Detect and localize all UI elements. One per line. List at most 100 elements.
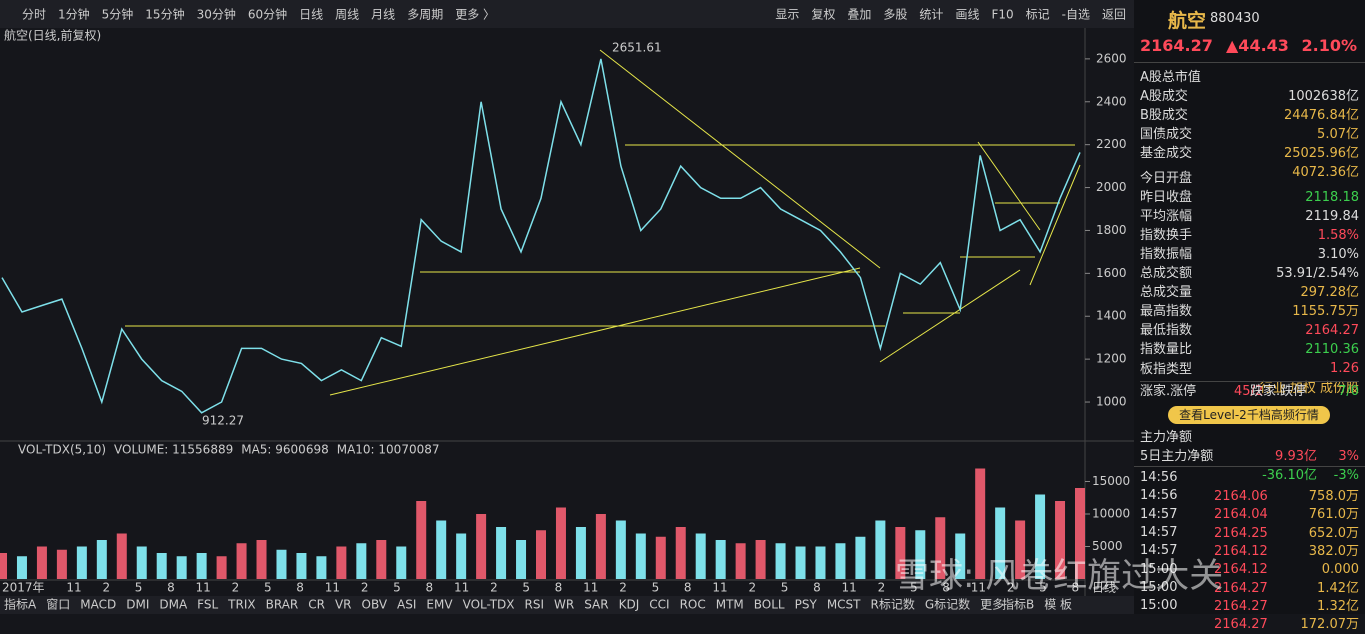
toolbar-item[interactable]: 60分钟	[248, 7, 287, 22]
tab[interactable]: DMI	[126, 598, 149, 612]
toolbar-item[interactable]: 标记	[1026, 8, 1050, 22]
tab[interactable]: 指标B	[1002, 597, 1034, 612]
quote-code: 880430	[1210, 11, 1260, 26]
y-tick-label: 2400	[1096, 94, 1127, 108]
x-tick-label: 8	[684, 581, 692, 595]
tab[interactable]: FSL	[197, 598, 218, 612]
volume-bar	[136, 546, 147, 579]
trade-volume: 1.32亿	[1317, 598, 1359, 614]
toolbar-item[interactable]: F10	[991, 8, 1013, 22]
volume-bar	[296, 553, 307, 579]
volume-legend: VOL-TDX(5,10)	[18, 443, 106, 457]
tab[interactable]: RSI	[525, 598, 545, 612]
volume-bar	[635, 533, 646, 579]
toolbar-item[interactable]: 月线	[371, 8, 395, 22]
trade-price: 2164.27	[1214, 598, 1268, 614]
stat-label: B股成交	[1140, 108, 1188, 124]
stat-label: 总成交量	[1140, 285, 1193, 301]
tab[interactable]: 指标A	[4, 597, 37, 612]
toolbar-item[interactable]: 分时	[22, 8, 46, 22]
tab[interactable]: CR	[308, 598, 325, 612]
tab[interactable]: VOL-TDX	[463, 598, 515, 612]
toolbar-item[interactable]: 复权	[811, 8, 835, 22]
x-tick-label: 8	[296, 581, 304, 595]
toolbar-item[interactable]: -自选	[1062, 8, 1090, 22]
stat-value: 3.10%	[1317, 246, 1359, 262]
tab[interactable]: VR	[335, 598, 352, 612]
toolbar-item[interactable]: 叠加	[847, 8, 871, 22]
tab[interactable]: KDJ	[619, 598, 640, 612]
tab[interactable]: EMV	[426, 598, 453, 612]
tab[interactable]: WR	[554, 598, 574, 612]
tab[interactable]: 更多	[980, 598, 1004, 612]
tab[interactable]: BOLL	[754, 598, 785, 612]
toolbar-item[interactable]: 显示	[775, 8, 799, 22]
toolbar-item[interactable]: 1分钟	[58, 7, 90, 22]
y-tick-label: 1400	[1096, 309, 1127, 323]
toolbar-item[interactable]: 统计	[919, 8, 943, 22]
tab[interactable]: G标记数	[925, 597, 970, 612]
trade-row: 14:57 2164.12 382.0万	[1140, 523, 1359, 559]
x-tick-label: 11	[842, 581, 857, 595]
toolbar-item[interactable]: 周线	[335, 8, 359, 22]
x-tick-label: 8	[425, 581, 433, 595]
volume-bar	[116, 533, 127, 579]
tab[interactable]: BRAR	[266, 598, 299, 612]
tab[interactable]: ROC	[680, 598, 706, 612]
toolbar-item[interactable]: 30分钟	[197, 7, 236, 22]
stat-value: 24476.84亿	[1283, 108, 1359, 124]
tab[interactable]: R标记数	[871, 597, 915, 612]
trade-row: 15:00 2164.27 1.42亿	[1140, 560, 1359, 596]
toolbar-item[interactable]: 返回	[1102, 8, 1126, 22]
x-tick-label: 11	[196, 581, 211, 595]
toolbar-item[interactable]: 画线	[955, 8, 979, 22]
x-tick-label: 2	[232, 581, 240, 595]
stat-value: 1155.75万	[1292, 304, 1359, 320]
stat-row: 最高指数 2164.27	[1140, 302, 1359, 338]
stat-value: 2164.27	[1305, 323, 1359, 339]
toolbar-item[interactable]: 5分钟	[102, 7, 134, 22]
volume-bar	[356, 543, 367, 579]
tab[interactable]: PSY	[795, 598, 818, 612]
x-tick-label: 11	[712, 581, 727, 595]
toolbar-item[interactable]: 15分钟	[145, 7, 184, 22]
toolbar-item[interactable]: 日线	[299, 8, 323, 22]
flow-value: -36.10亿	[1262, 468, 1317, 483]
flow-label: 5日主力净额	[1140, 449, 1214, 464]
tab[interactable]: CCI	[649, 598, 669, 612]
tab[interactable]: ASI	[397, 598, 416, 612]
trade-price: 2164.12	[1214, 543, 1268, 559]
stat-row: 指数量比 1.26	[1140, 340, 1359, 376]
tab[interactable]: 窗口	[46, 598, 70, 612]
trade-price: 2164.06	[1214, 489, 1268, 504]
toolbar-item[interactable]: 多股	[883, 8, 907, 22]
x-tick-label: 5	[652, 581, 660, 595]
stat-label: 昨日收盘	[1140, 189, 1193, 205]
tab[interactable]: TRIX	[227, 598, 255, 612]
tab[interactable]: MCST	[827, 598, 861, 612]
volume-bar	[875, 520, 886, 579]
x-tick-label: 5	[1039, 581, 1047, 595]
trade-price: 2164.25	[1214, 525, 1268, 541]
quote-price: 2164.27	[1140, 36, 1213, 55]
stat-label: 指数量比	[1140, 342, 1193, 358]
volume-bar	[156, 553, 167, 579]
tab[interactable]: MTM	[716, 598, 744, 612]
volume-bar	[496, 527, 507, 579]
stat-row: 板指类型 行业 加权 成份股	[1140, 360, 1359, 396]
tab[interactable]: MACD	[80, 598, 116, 612]
flow-pct: -3%	[1333, 468, 1359, 483]
volume-bar	[416, 501, 427, 579]
stat-label: 基金成交	[1140, 146, 1193, 162]
volume-legend: MA10: 10070087	[337, 443, 440, 457]
tab[interactable]: OBV	[362, 598, 388, 612]
toolbar-item[interactable]: 多周期	[407, 8, 443, 22]
level2-button[interactable]: 查看Level-2千档高频行情	[1168, 406, 1330, 424]
tab[interactable]: 模 板	[1044, 598, 1072, 612]
tab[interactable]: DMA	[159, 598, 188, 612]
tab[interactable]: SAR	[584, 598, 608, 612]
x-tick-label: 11	[971, 581, 986, 595]
toolbar-item[interactable]: 更多 〉	[455, 8, 495, 22]
breadth-item: 7/0	[1338, 384, 1359, 399]
volume-bar	[935, 517, 946, 579]
